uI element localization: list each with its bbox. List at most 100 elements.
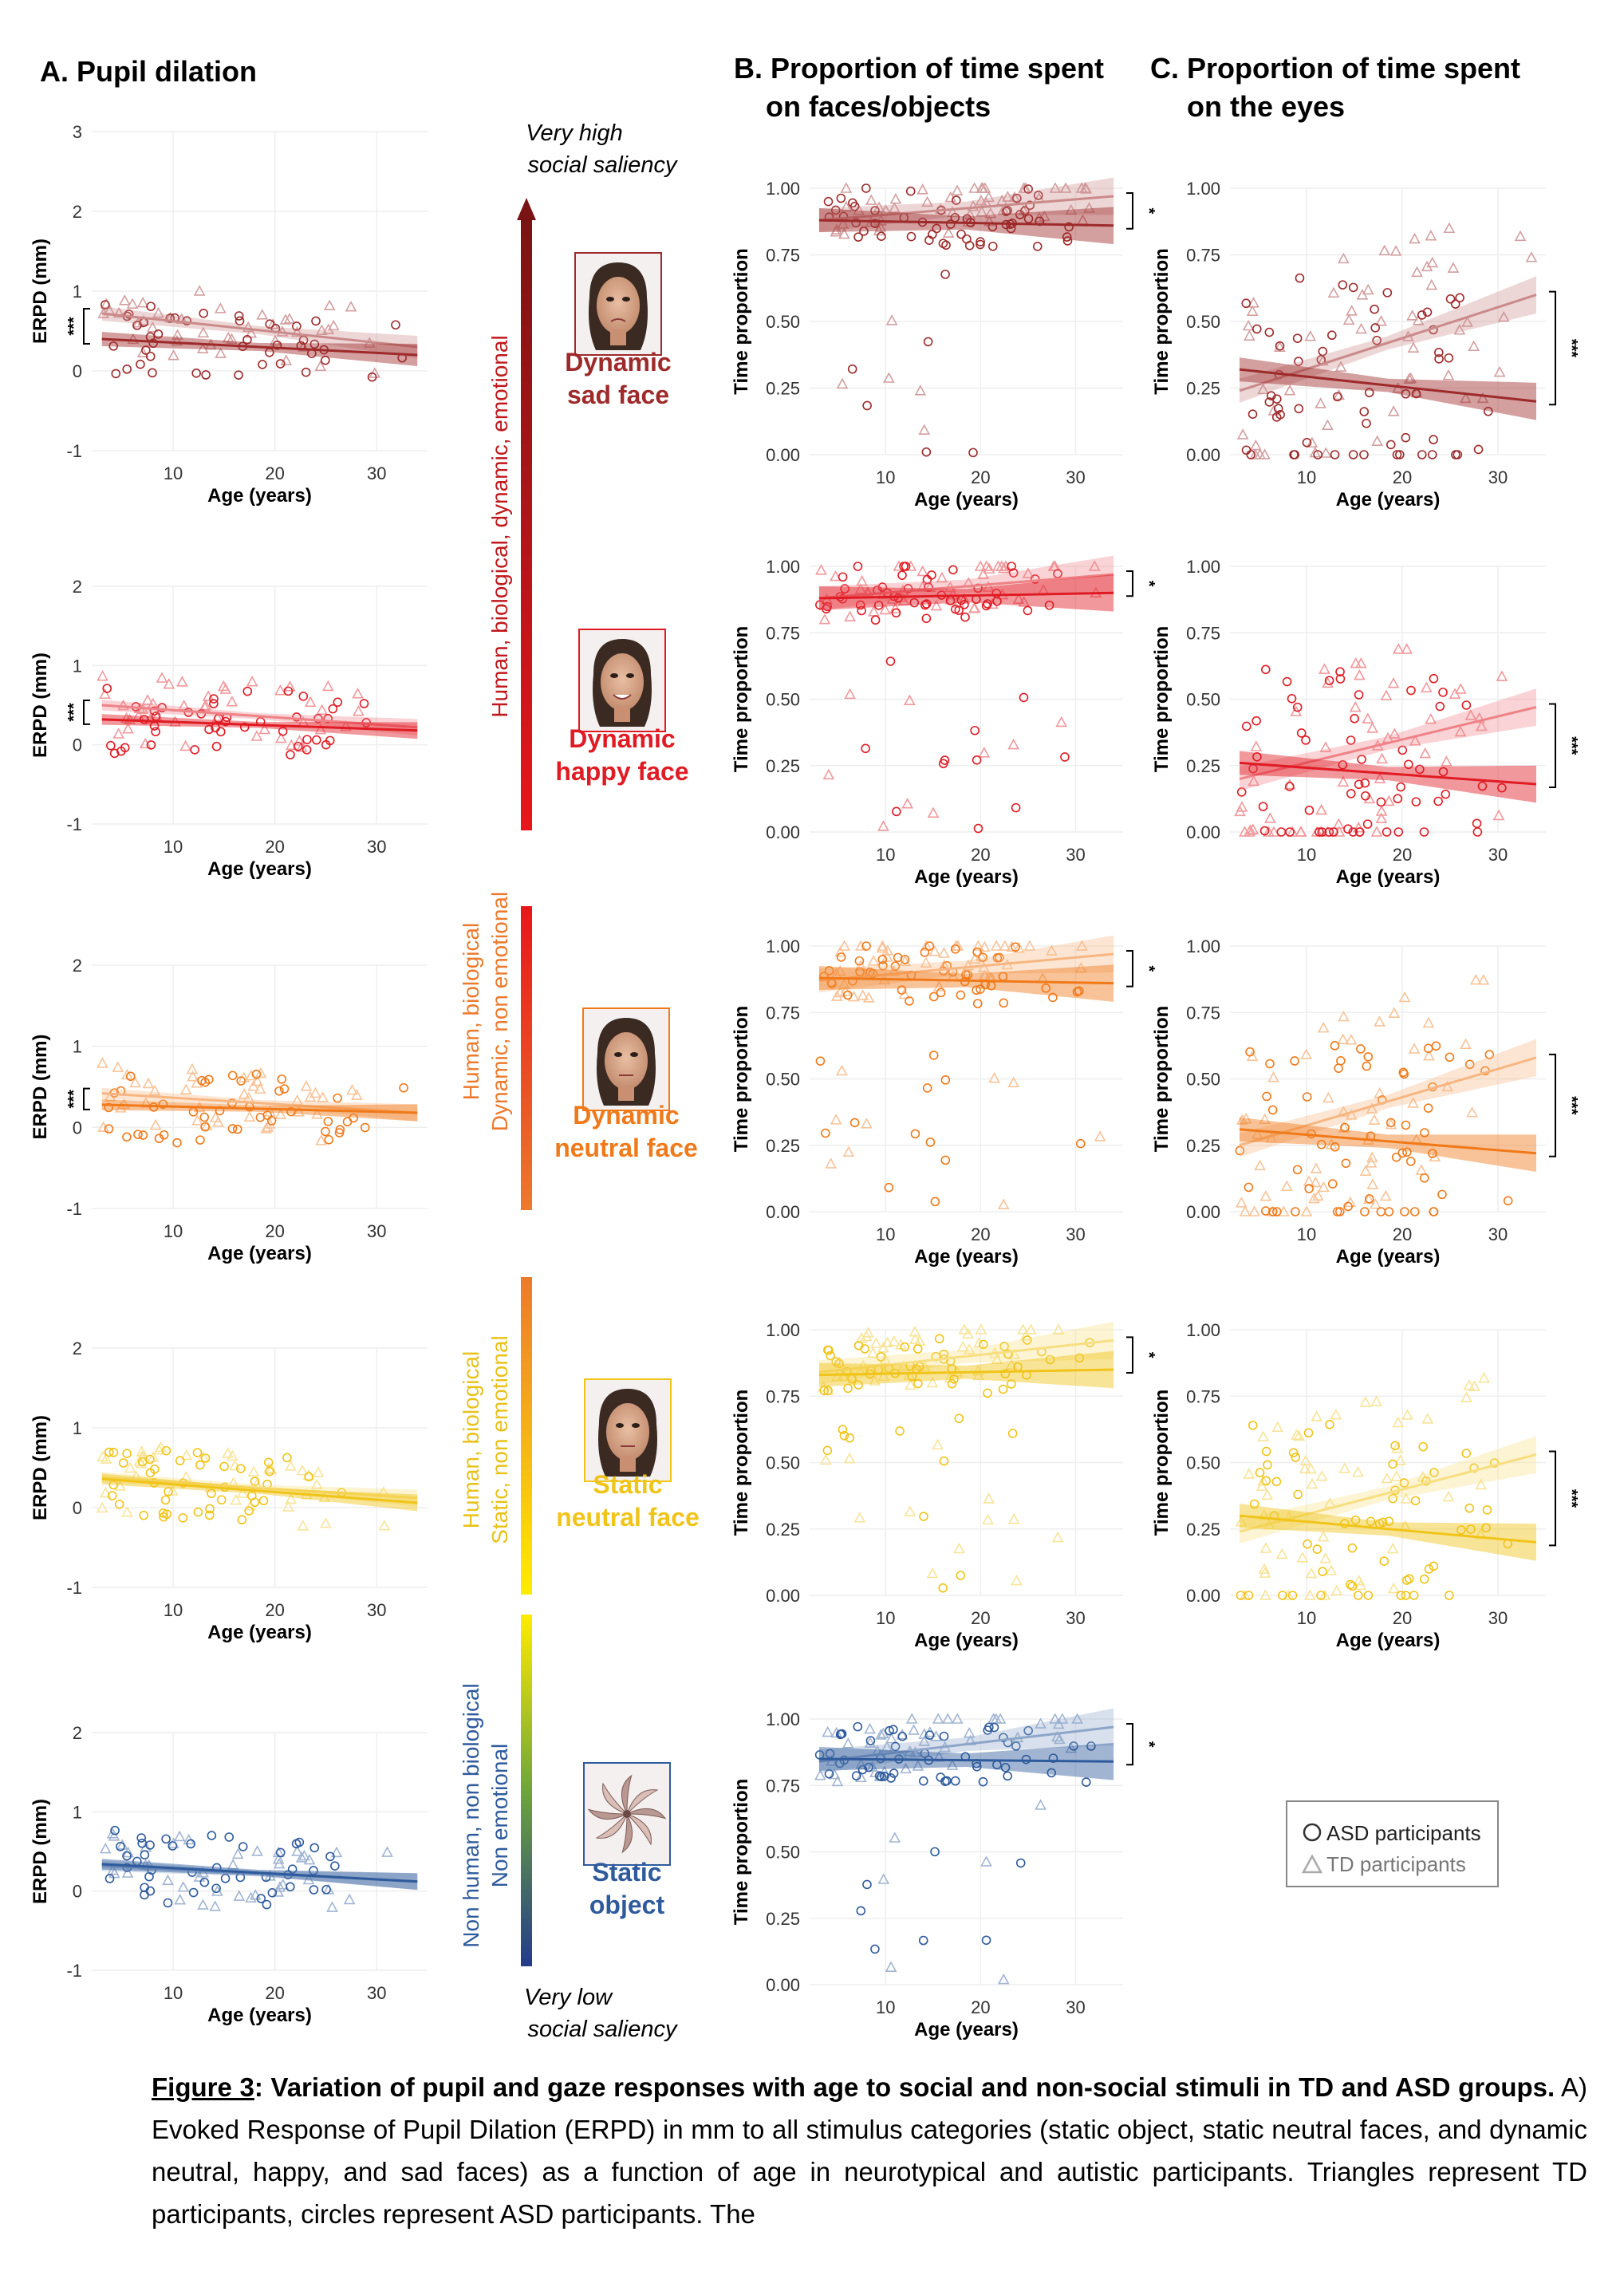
td-point — [854, 940, 867, 951]
td-point — [258, 723, 271, 735]
asd-point — [1417, 450, 1427, 459]
td-point — [847, 990, 860, 1002]
caption-bold: : Variation of pupil and gaze responses … — [254, 2072, 1555, 2102]
td-fit-line — [818, 952, 1114, 982]
asd-point — [1472, 827, 1483, 837]
asd-point — [275, 359, 286, 369]
asd-point — [999, 1733, 1008, 1743]
asd-point — [978, 1339, 988, 1350]
chart-panel-a-1: -1 0 1 2 3 10 20 30 Age (years) ERPD (mm) *** — [30, 122, 428, 507]
td-point — [1387, 1582, 1400, 1594]
significance-bracket — [1126, 1722, 1133, 1766]
td-point — [916, 183, 928, 195]
asd-point — [104, 1124, 114, 1134]
td-point — [1387, 405, 1400, 416]
asd-point — [172, 1138, 182, 1148]
asd-point — [195, 1460, 205, 1470]
td-point — [254, 1082, 266, 1094]
td-point — [1392, 643, 1405, 654]
asd-point — [244, 1506, 254, 1516]
asd-point — [831, 1357, 841, 1366]
asd-point — [903, 584, 913, 593]
asd-point — [309, 1866, 318, 1875]
asd-point — [973, 823, 983, 834]
asd-point — [972, 999, 983, 1008]
asd-point — [889, 1768, 899, 1778]
asd-point — [1464, 1059, 1475, 1070]
neck — [614, 706, 630, 722]
asd-point — [120, 743, 130, 753]
td-point — [246, 675, 258, 687]
asd-point — [936, 1772, 946, 1782]
td-point — [1295, 826, 1307, 837]
td-point — [900, 1762, 912, 1774]
asd-point — [1360, 778, 1370, 788]
td-point — [269, 334, 282, 346]
td-point — [1375, 315, 1387, 326]
saliency-bar-3 — [521, 1277, 532, 1595]
td-point — [345, 301, 357, 312]
x-tick-label: 20 — [265, 837, 284, 857]
asd-point — [1444, 353, 1454, 363]
chart-panel-b-5: 0.00 0.25 0.50 0.75 1.00 10 20 30 Age (years) Tim… — [731, 1708, 1157, 2040]
asd-point — [861, 941, 871, 951]
asd-point — [849, 1118, 860, 1128]
x-tick-label: 30 — [1066, 467, 1085, 487]
asd-point — [1282, 676, 1292, 687]
td-point — [1407, 1097, 1419, 1108]
td-point — [932, 1713, 944, 1724]
asd-point — [1360, 1207, 1370, 1216]
td-point — [921, 195, 933, 207]
td-point — [1401, 643, 1413, 654]
chart-panel-a-5: -1 0 1 2 10 20 30 Age (years) ERPD (mm) — [30, 1723, 428, 2026]
asd-point — [1378, 1517, 1388, 1528]
asd-point — [211, 741, 222, 751]
td-point — [1250, 740, 1263, 751]
td-point — [1345, 1033, 1358, 1045]
td-point — [279, 313, 292, 325]
asd-point — [1400, 1207, 1409, 1216]
td-point — [1296, 1552, 1309, 1563]
asd-point — [204, 1510, 215, 1520]
y-tick-label: 0.25 — [1186, 1136, 1220, 1156]
stimulus-2: Dynamic happy face — [555, 629, 689, 786]
asd-point — [940, 755, 950, 765]
sad-face-icon — [589, 262, 648, 350]
td-point — [1415, 1164, 1428, 1175]
td-point — [904, 1505, 916, 1516]
asd-point — [1370, 304, 1379, 314]
x-tick-label: 20 — [1393, 467, 1412, 487]
asd-point — [209, 694, 219, 704]
neck — [620, 1456, 636, 1472]
td-point — [946, 1759, 959, 1770]
asd-point — [1364, 388, 1374, 397]
td-point — [1469, 973, 1482, 985]
td-point — [1291, 1429, 1303, 1440]
asd-point — [1434, 348, 1444, 357]
y-tick-label: 0.50 — [766, 1843, 800, 1863]
static-face-icon — [598, 1389, 657, 1477]
asd-point — [1022, 1335, 1032, 1345]
td-point — [999, 940, 1011, 951]
asd-point — [983, 1388, 992, 1398]
td-point — [1059, 182, 1072, 193]
pinwheel-blade — [621, 1774, 633, 1815]
asd-point — [924, 1730, 935, 1741]
asd-point — [209, 699, 219, 708]
stimulus-label-line2: happy face — [555, 757, 688, 786]
td-point — [316, 704, 329, 716]
asd-point — [108, 1447, 119, 1457]
td-point — [914, 384, 927, 396]
saliency-top-line2: social saliency — [528, 152, 678, 178]
td-point — [310, 1478, 323, 1489]
td-point — [263, 1118, 276, 1129]
td-point — [976, 206, 988, 217]
asd-point — [1048, 992, 1058, 1003]
asd-point — [853, 1380, 863, 1390]
td-point — [994, 1713, 1007, 1724]
td-point — [889, 1831, 901, 1843]
td-confidence-band — [818, 1708, 1114, 1774]
asd-point — [1497, 783, 1507, 793]
asd-point — [1386, 1118, 1396, 1128]
y-tick-label: 0 — [73, 1882, 82, 1902]
